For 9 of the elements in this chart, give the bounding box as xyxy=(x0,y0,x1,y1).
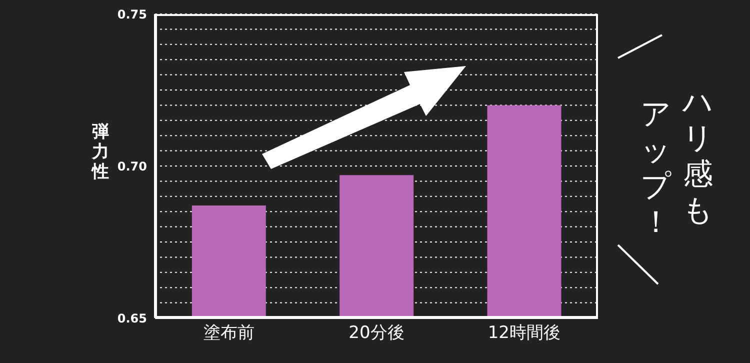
x-tick-label: 塗布前 xyxy=(203,323,254,344)
y-tick-label: 0.65 xyxy=(117,311,147,326)
x-tick-label: 20分後 xyxy=(348,323,404,344)
text: アップ！ xyxy=(640,97,672,241)
x-tick-label: 12時間後 xyxy=(488,323,560,344)
y-tick-label: 0.70 xyxy=(117,159,147,174)
text: ハリ感も xyxy=(681,85,714,229)
y-tick-label: 0.75 xyxy=(117,7,147,22)
y-axis-title: 弾力性 xyxy=(92,122,109,182)
